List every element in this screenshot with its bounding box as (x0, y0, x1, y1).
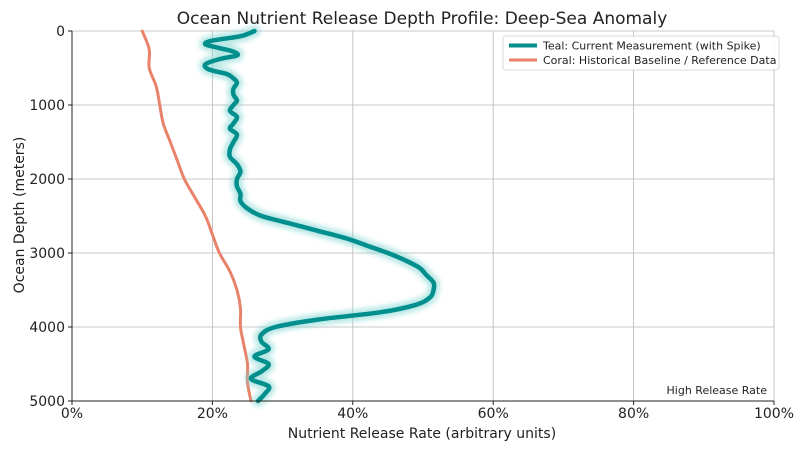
x-axis-ticks: 0% 20% 40% 60% 80% 100% (61, 401, 794, 422)
y-axis-label: Ocean Depth (meters) (12, 137, 28, 294)
axes (71, 31, 774, 402)
y-tick-label: 4000 (29, 320, 65, 336)
y-tick-label: 2000 (29, 172, 65, 188)
y-axis-ticks: 0 1000 2000 3000 4000 5000 (29, 24, 72, 410)
x-axis-label: Nutrient Release Rate (arbitrary units) (288, 426, 556, 442)
series-line-historical-baseline (140, 29, 253, 403)
chart-title: Ocean Nutrient Release Depth Profile: De… (177, 9, 668, 29)
high-release-rate-annotation: High Release Rate (667, 384, 768, 397)
x-tick-label: 20% (197, 406, 228, 422)
y-tick-label: 1000 (29, 98, 65, 114)
x-tick-label: 100% (754, 406, 794, 422)
y-tick-label: 0 (56, 24, 65, 40)
x-tick-label: 40% (337, 406, 368, 422)
x-tick-label: 60% (478, 406, 509, 422)
x-tick-label: 80% (618, 406, 649, 422)
legend-box (502, 35, 780, 71)
legend: Teal: Current Measurement (with Spike) C… (502, 35, 780, 71)
x-tick-label: 0% (61, 406, 83, 422)
series-line-current-measurement (202, 28, 437, 404)
grid (72, 30, 775, 401)
legend-label-teal: Teal: Current Measurement (with Spike) (542, 40, 761, 53)
y-tick-label: 5000 (29, 394, 65, 410)
y-tick-label: 3000 (29, 246, 65, 262)
series-glow-current-measurement (198, 25, 441, 407)
legend-label-coral: Coral: Historical Baseline / Reference D… (543, 54, 776, 67)
series-layer (140, 25, 441, 407)
